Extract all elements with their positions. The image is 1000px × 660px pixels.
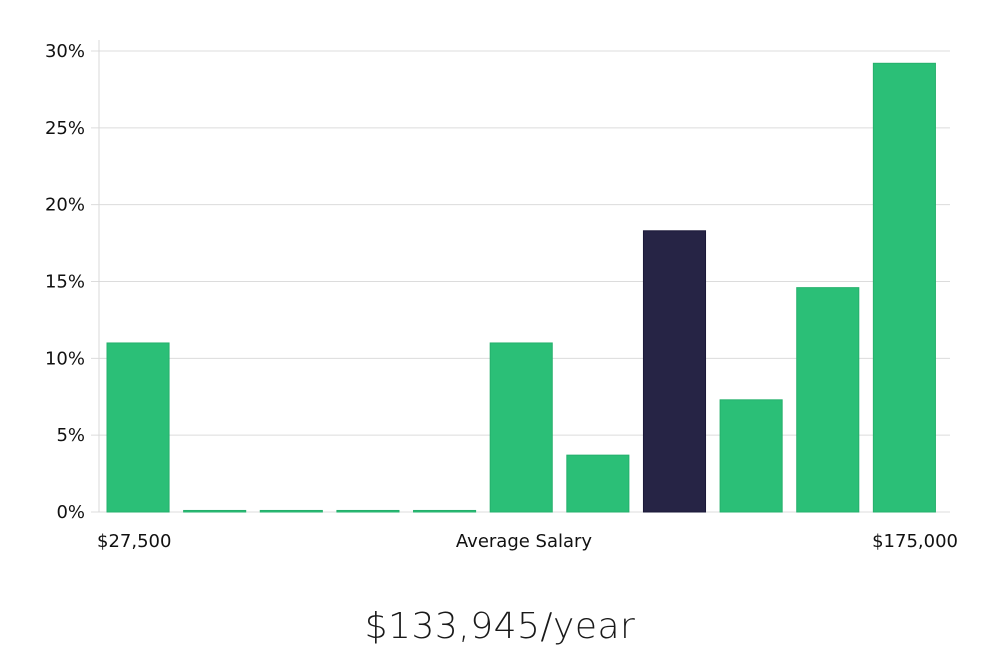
y-tick-label: 20% (45, 195, 85, 216)
y-tick-label: 0% (56, 502, 85, 523)
y-tick-labels: 0% 5% 10% 15% 20% 25% 30% (45, 41, 85, 523)
y-tick-label: 30% (45, 41, 85, 62)
bar (259, 509, 323, 513)
bar (719, 399, 783, 513)
bar (336, 509, 400, 513)
bar (413, 509, 477, 513)
bar-highlighted (642, 230, 707, 513)
bar (872, 62, 936, 513)
x-axis-labels: $27,500 Average Salary $175,000 (97, 531, 958, 552)
y-tick-label: 15% (45, 272, 85, 293)
x-tick-label-min: $27,500 (97, 531, 171, 552)
y-tick-label: 25% (45, 118, 85, 139)
y-tick-label: 5% (56, 425, 85, 446)
bar (796, 287, 860, 513)
x-tick-label-max: $175,000 (872, 531, 958, 552)
bars (106, 62, 936, 513)
y-tick-label: 10% (45, 348, 85, 369)
average-salary-value: $133,945/year (364, 606, 636, 647)
bar (566, 454, 630, 513)
bar (106, 342, 170, 513)
x-axis-title: Average Salary (456, 531, 593, 552)
bar (489, 342, 553, 513)
bar (183, 509, 247, 513)
salary-distribution-chart: 0% 5% 10% 15% 20% 25% 30% $27,500 Average Sala… (45, 40, 958, 552)
